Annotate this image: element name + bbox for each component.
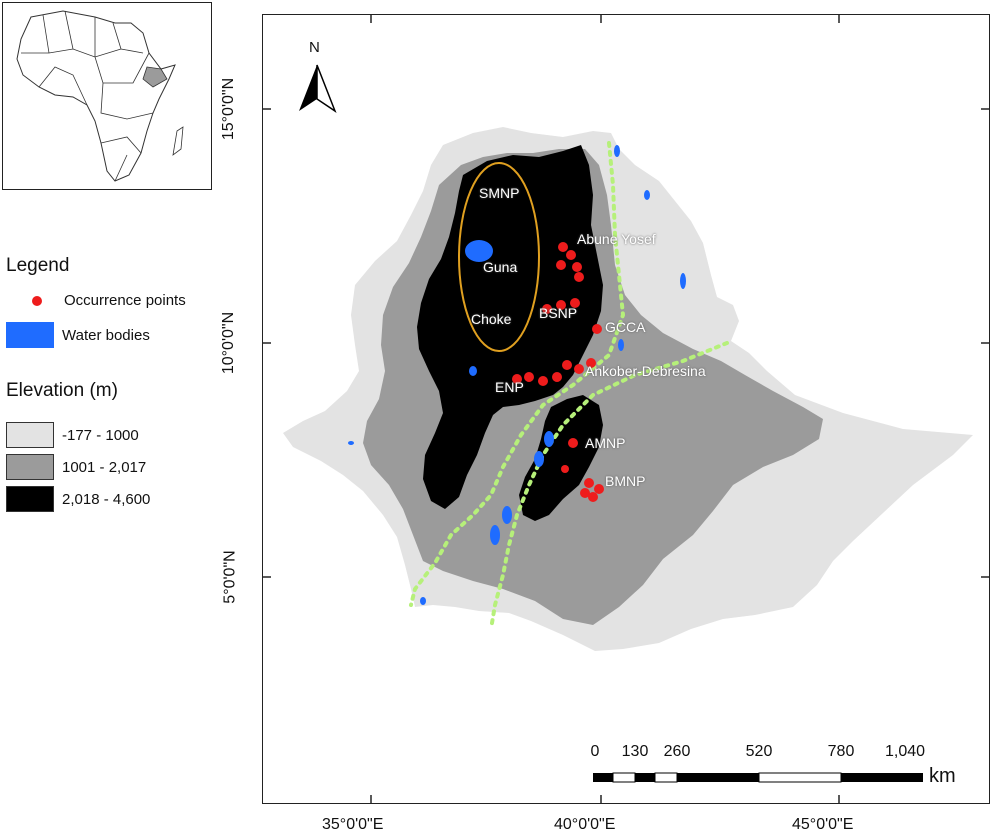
north-label: N: [309, 39, 320, 56]
occurrence-point: [558, 242, 568, 252]
north-arrow-icon: [299, 64, 337, 113]
occurrence-point: [566, 250, 576, 260]
legend-occurrence: Occurrence points: [6, 292, 186, 309]
occurrence-point: [561, 465, 569, 473]
southeast-highland: [519, 395, 603, 521]
occurrence-point: [562, 360, 572, 370]
occurrence-dot-icon: [32, 295, 42, 306]
map-canvas: [263, 15, 989, 803]
scale-tick-260: 260: [663, 743, 691, 760]
occurrence-point: [592, 324, 602, 334]
lake-afar-2: [618, 339, 624, 351]
graticule-ticks: [263, 15, 989, 803]
occurrence-point: [588, 492, 598, 502]
legend-water: Water bodies: [6, 322, 150, 348]
study-area-ellipse: [458, 162, 540, 352]
mid-label: 1001 - 2,017: [62, 458, 147, 476]
place-bmnp: BMNP: [605, 473, 646, 489]
lake-west: [469, 366, 477, 376]
water-bodies: [348, 145, 686, 605]
africa-outline: [16, 10, 184, 182]
lake-northeast-2: [644, 190, 650, 200]
mid-swatch: [6, 454, 54, 480]
occurrence-point: [568, 438, 578, 448]
water-swatch-icon: [6, 322, 54, 348]
lake-afar-1: [680, 273, 686, 289]
ethiopia-map: N SMNP Abune Yosef Guna BSNP Choke GCCA …: [262, 14, 990, 804]
scale-bar: 0 130 260 520 780 1,040: [583, 743, 926, 791]
low-swatch: [6, 422, 54, 448]
occurrence-point: [570, 298, 580, 308]
place-guna: Guna: [483, 259, 518, 275]
occurrence-point: [556, 260, 566, 270]
high-label: 2,018 - 4,600: [62, 490, 151, 508]
place-bsnp: BSNP: [539, 305, 578, 321]
africa-inset-map: [2, 2, 212, 190]
lake-rift-1: [544, 431, 554, 447]
elevation-class-mid: 1001 - 2,017: [6, 454, 146, 480]
high-swatch: [6, 486, 54, 512]
occurrence-point: [542, 304, 552, 314]
occurrence-point: [584, 478, 594, 488]
highland-region: [417, 145, 603, 509]
lon-label-35: 35°0'0"E: [322, 816, 384, 833]
place-smnp: SMNP: [479, 185, 520, 201]
scale-bar-segments: [593, 772, 923, 783]
occurrence-point: [572, 262, 582, 272]
elevation-class-low: -177 - 1000: [6, 422, 139, 448]
lat-label-5: 5°0'0"N: [221, 550, 239, 604]
lat-label-10: 10°0'0"N: [220, 311, 238, 375]
scale-tick-780: 780: [827, 743, 855, 760]
occurrence-point: [574, 272, 584, 282]
scale-tick-520: 520: [745, 743, 773, 760]
lake-rift-2: [534, 451, 544, 467]
occurrence-label: Occurrence points: [64, 292, 186, 309]
scale-tick-0: 0: [590, 743, 600, 760]
place-ankober: Ankober-Debresina: [585, 363, 706, 379]
place-abune-yosef: Abune Yosef: [577, 231, 656, 247]
occurrence-point: [574, 364, 584, 374]
lake-southwest: [420, 597, 426, 605]
lon-label-45: 45°0'0"E: [792, 816, 854, 833]
legend-title: Legend: [6, 255, 70, 276]
lat-label-15: 15°0'0"N: [220, 77, 238, 141]
elevation-title: Elevation (m): [6, 380, 118, 401]
lake-tana: [465, 240, 493, 262]
scale-tick-130: 130: [621, 743, 649, 760]
occurrence-point: [580, 488, 590, 498]
rift-line-west: [409, 141, 626, 607]
place-choke: Choke: [471, 311, 512, 327]
lake-far-west: [348, 441, 354, 445]
occurrence-point: [586, 358, 596, 368]
lake-northeast-1: [614, 145, 620, 157]
elevation-class-high: 2,018 - 4,600: [6, 486, 150, 512]
lake-rift-4: [490, 525, 500, 545]
occurrence-point: [556, 300, 566, 310]
occurrence-point: [594, 484, 604, 494]
occurrence-point: [538, 376, 548, 386]
place-enp: ENP: [495, 379, 524, 395]
rift-line-east: [489, 341, 729, 631]
low-label: -177 - 1000: [62, 426, 139, 444]
place-gcca: GCCA: [605, 319, 646, 335]
occurrence-point: [552, 372, 562, 382]
lon-label-40: 40°0'0"E: [554, 816, 616, 833]
place-amnp: AMNP: [585, 435, 626, 451]
scale-unit: km: [929, 765, 956, 787]
occurrence-point: [524, 372, 534, 382]
scale-tick-1040: 1,040: [884, 743, 926, 760]
water-label: Water bodies: [62, 326, 150, 344]
occurrence-points: [512, 242, 604, 502]
occurrence-point: [512, 374, 522, 384]
lake-rift-3: [502, 506, 512, 524]
